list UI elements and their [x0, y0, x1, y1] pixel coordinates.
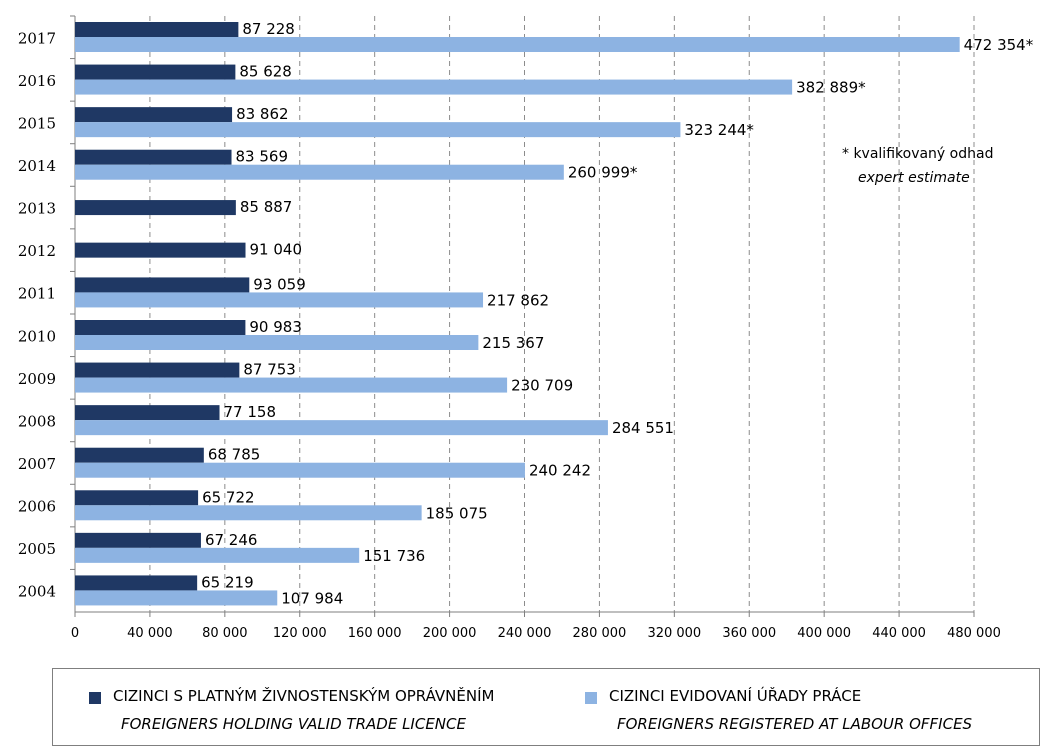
y-tick-label: 2012 — [18, 242, 56, 260]
data-label-labour-offices: 323 244* — [684, 121, 754, 139]
x-tick-label: 40 000 — [127, 626, 173, 641]
data-label-trade-licence: 77 158 — [224, 403, 277, 421]
x-tick-label: 240 000 — [498, 626, 552, 641]
y-tick-label: 2007 — [18, 455, 56, 473]
data-label-labour-offices: 215 367 — [482, 334, 544, 352]
annotation-note: * kvalifikovaný odhad — [842, 146, 994, 162]
data-label-trade-licence: 87 753 — [243, 361, 296, 379]
bar-trade-licence — [75, 362, 240, 378]
data-label-trade-licence: 65 722 — [202, 488, 255, 506]
bar-trade-licence — [75, 277, 250, 293]
bar-trade-licence — [75, 405, 220, 421]
x-tick-label: 400 000 — [797, 626, 851, 641]
bar-trade-licence — [75, 490, 199, 506]
bar-labour-offices — [75, 505, 422, 521]
y-tick-label: 2013 — [18, 200, 56, 218]
y-tick-label: 2017 — [18, 29, 56, 47]
bar-labour-offices — [75, 292, 484, 308]
legend-swatch-dark — [89, 692, 101, 704]
bar-labour-offices — [75, 547, 360, 563]
y-tick-label: 2016 — [18, 72, 56, 90]
data-label-trade-licence: 85 628 — [239, 63, 292, 81]
data-label-trade-licence: 83 569 — [236, 148, 288, 166]
data-label-labour-offices: 185 075 — [426, 504, 488, 522]
data-label-trade-licence: 68 785 — [208, 446, 260, 464]
y-tick-label: 2005 — [18, 540, 56, 558]
bar-trade-licence — [75, 149, 232, 165]
x-tick-label: 320 000 — [647, 626, 701, 641]
bar-labour-offices — [75, 420, 608, 436]
y-tick-label: 2010 — [18, 327, 56, 345]
bar-trade-licence — [75, 242, 246, 258]
x-tick-label: 280 000 — [573, 626, 627, 641]
bar-labour-offices — [75, 462, 525, 478]
bar-labour-offices — [75, 79, 793, 95]
legend: CIZINCI S PLATNÝM ŽIVNOSTENSKÝM OPRÁVNĚN… — [52, 668, 1040, 746]
data-label-trade-licence: 65 219 — [201, 573, 254, 591]
y-tick-label: 2015 — [18, 114, 56, 132]
bar-trade-licence — [75, 532, 201, 548]
legend-label-en: FOREIGNERS REGISTERED AT LABOUR OFFICES — [617, 715, 973, 733]
bar-trade-licence — [75, 22, 239, 37]
bar-labour-offices — [75, 590, 278, 606]
x-tick-label: 200 000 — [423, 626, 477, 641]
x-tick-label: 160 000 — [348, 626, 402, 641]
data-label-trade-licence: 91 040 — [250, 241, 302, 259]
data-label-labour-offices: 151 736 — [363, 547, 425, 565]
data-label-labour-offices: 107 984 — [281, 589, 343, 607]
data-label-trade-licence: 85 887 — [240, 198, 293, 216]
y-tick-label: 2011 — [18, 285, 56, 303]
annotation-note-en: expert estimate — [858, 170, 970, 186]
data-label-labour-offices: 260 999* — [568, 164, 638, 182]
x-tick-label: 0 — [71, 626, 79, 641]
y-tick-label: 2014 — [18, 157, 56, 175]
x-tick-label: 120 000 — [273, 626, 327, 641]
bar-labour-offices — [75, 122, 681, 138]
data-label-labour-offices: 472 354* — [964, 36, 1034, 54]
x-tick-label: 440 000 — [872, 626, 926, 641]
bar-trade-licence — [75, 107, 233, 123]
bar-labour-offices — [75, 377, 508, 393]
data-label-trade-licence: 67 246 — [205, 531, 258, 549]
y-tick-label: 2006 — [18, 498, 56, 516]
data-label-trade-licence: 90 983 — [249, 318, 301, 336]
data-label-trade-licence: 87 228 — [242, 20, 295, 38]
y-tick-label: 2004 — [18, 583, 56, 601]
y-tick-label: 2008 — [18, 412, 56, 430]
bar-chart: 0 40 000 80 000 120 000 160 000 200 000 240 00… — [18, 15, 1034, 641]
data-label-labour-offices: 230 709 — [511, 377, 573, 395]
y-tick-label: 2009 — [18, 370, 56, 388]
bar-labour-offices — [75, 335, 479, 350]
bar-trade-licence — [75, 447, 204, 463]
legend-label: CIZINCI EVIDOVANÍ ÚŘADY PRÁCE — [609, 687, 862, 705]
bar-labour-offices — [75, 164, 564, 180]
data-label-labour-offices: 382 889* — [796, 79, 866, 97]
legend-label-en: FOREIGNERS HOLDING VALID TRADE LICENCE — [121, 715, 466, 733]
bar-trade-licence — [75, 575, 198, 591]
bar-trade-licence — [75, 320, 246, 335]
data-label-labour-offices: 284 551 — [612, 419, 674, 437]
bar-trade-licence — [75, 200, 236, 216]
bar-labour-offices — [75, 37, 960, 52]
data-label-trade-licence: 83 862 — [236, 105, 288, 123]
data-label-trade-licence: 93 059 — [253, 275, 306, 293]
x-tick-label: 80 000 — [202, 626, 248, 641]
data-label-labour-offices: 240 242 — [529, 462, 591, 480]
x-tick-label: 360 000 — [722, 626, 776, 641]
data-label-labour-offices: 217 862 — [487, 291, 549, 309]
bar-trade-licence — [75, 64, 236, 80]
legend-swatch-light — [585, 692, 597, 704]
x-tick-label: 480 000 — [947, 626, 1001, 641]
legend-label: CIZINCI S PLATNÝM ŽIVNOSTENSKÝM OPRÁVNĚN… — [113, 687, 495, 705]
